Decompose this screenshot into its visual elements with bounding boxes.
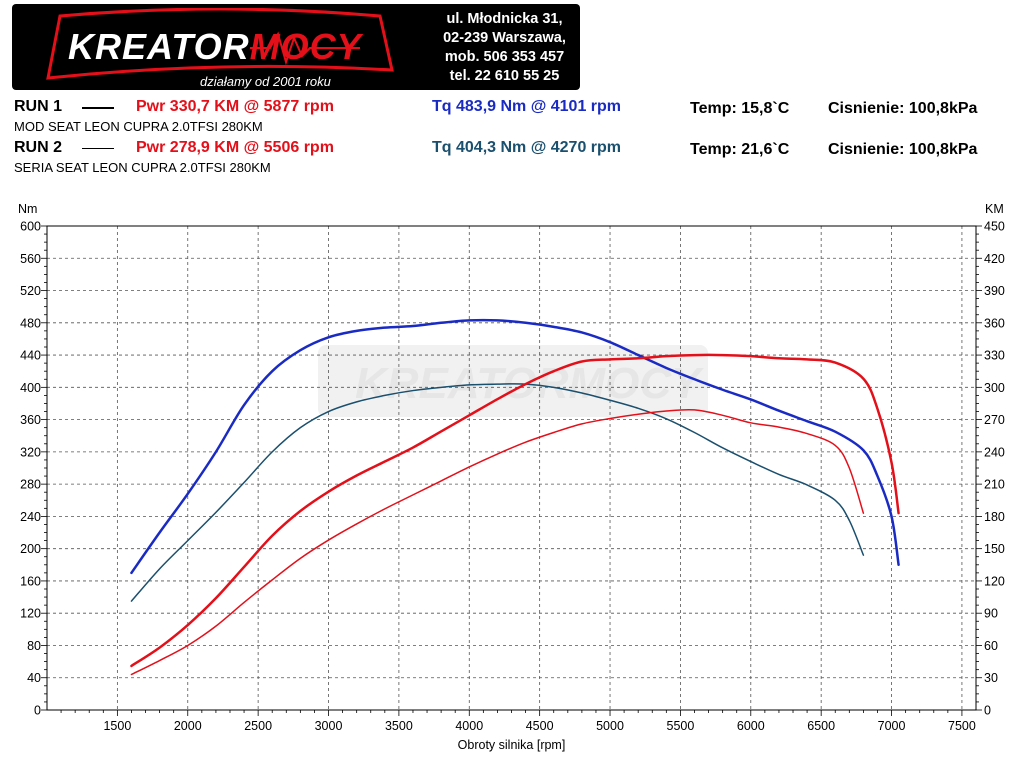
y-left-tick-label: 120 bbox=[20, 607, 41, 621]
y-left-tick-label: 320 bbox=[20, 445, 41, 459]
run1-torque: Tq 483,9 Nm @ 4101 rpm bbox=[432, 98, 622, 115]
contact-block: ul. Młodnicka 31, 02-239 Warszawa, mob. … bbox=[422, 10, 580, 86]
run1-pressure: Cisnienie: 100,8kPa bbox=[828, 100, 978, 117]
contact-line-4: tel. 22 610 55 25 bbox=[449, 68, 560, 84]
run2-pressure: Cisnienie: 100,8kPa bbox=[828, 141, 978, 158]
y-left-tick-label: 160 bbox=[20, 574, 41, 588]
run1-temp: Temp: 15,8`C bbox=[690, 100, 790, 117]
y-right-tick-label: 180 bbox=[984, 510, 1005, 524]
contact-line-3: mob. 506 353 457 bbox=[444, 49, 565, 65]
y-left-tick-label: 480 bbox=[20, 316, 41, 330]
x-tick-label: 6000 bbox=[737, 719, 765, 733]
y-left-tick-label: 560 bbox=[20, 252, 41, 266]
logo-tagline: działamy od 2001 roku bbox=[200, 74, 331, 89]
y-right-tick-label: 450 bbox=[984, 220, 1005, 234]
x-tick-label: 6500 bbox=[807, 719, 835, 733]
run2-legend-line bbox=[82, 148, 114, 149]
x-tick-label: 7000 bbox=[878, 719, 906, 733]
y-left-tick-label: 0 bbox=[34, 704, 41, 718]
watermark-box bbox=[318, 345, 708, 417]
run2-label: RUN 2 bbox=[14, 139, 63, 156]
y-right-tick-label: 330 bbox=[984, 349, 1005, 363]
series-line-1 bbox=[130, 318, 900, 575]
y-right-tick-label: 270 bbox=[984, 413, 1005, 427]
run1-label: RUN 1 bbox=[14, 98, 63, 115]
x-tick-label: 5000 bbox=[596, 719, 624, 733]
y-left-tick-label: 400 bbox=[20, 381, 41, 395]
series-line-3 bbox=[130, 353, 900, 668]
y-left-tick-label: 360 bbox=[20, 413, 41, 427]
y-left-tick-label: 80 bbox=[27, 639, 41, 653]
contact-line-2: 02-239 Warszawa, bbox=[443, 30, 566, 46]
logo-brand-b: MOCY bbox=[249, 26, 362, 67]
x-tick-label: 4000 bbox=[455, 719, 483, 733]
y-left-tick-label: 600 bbox=[20, 220, 41, 234]
run1-power: Pwr 330,7 KM @ 5877 rpm bbox=[136, 98, 334, 115]
header: KREATORMOCY działamy od 2001 roku ul. Mł… bbox=[0, 0, 1024, 180]
x-axis-label: Obroty silnika [rpm] bbox=[458, 738, 566, 752]
run2-power: Pwr 278,9 KM @ 5506 rpm bbox=[136, 139, 334, 156]
x-tick-label: 7500 bbox=[948, 719, 976, 733]
y-left-tick-label: 520 bbox=[20, 284, 41, 298]
y-right-tick-label: 150 bbox=[984, 542, 1005, 556]
y-right-tick-label: 210 bbox=[984, 478, 1005, 492]
x-tick-label: 1500 bbox=[103, 719, 131, 733]
series-line-4 bbox=[130, 408, 865, 676]
run1-legend-line bbox=[82, 107, 114, 109]
x-tick-label: 2000 bbox=[174, 719, 202, 733]
series-line-2 bbox=[130, 383, 865, 602]
logo-brand-a: KREATOR bbox=[68, 26, 250, 67]
y-left-tick-label: 280 bbox=[20, 478, 41, 492]
x-tick-label: 5500 bbox=[667, 719, 695, 733]
x-tick-label: 4500 bbox=[526, 719, 554, 733]
y-right-axis-label: KM bbox=[985, 202, 1004, 216]
y-right-tick-label: 420 bbox=[984, 252, 1005, 266]
y-right-tick-label: 30 bbox=[984, 671, 998, 685]
y-right-tick-label: 300 bbox=[984, 381, 1005, 395]
run2-torque: Tq 404,3 Nm @ 4270 rpm bbox=[432, 139, 622, 156]
run2-description: SERIA SEAT LEON CUPRA 2.0TFSI 280KM bbox=[14, 160, 271, 175]
run2-temp: Temp: 21,6`C bbox=[690, 141, 790, 158]
x-tick-label: 3000 bbox=[315, 719, 343, 733]
y-right-tick-label: 240 bbox=[984, 445, 1005, 459]
y-right-tick-label: 390 bbox=[984, 284, 1005, 298]
y-right-tick-label: 60 bbox=[984, 639, 998, 653]
y-left-tick-label: 440 bbox=[20, 349, 41, 363]
y-right-tick-label: 120 bbox=[984, 574, 1005, 588]
y-right-tick-label: 90 bbox=[984, 607, 998, 621]
y-left-tick-label: 40 bbox=[27, 671, 41, 685]
swoosh-icon bbox=[46, 8, 394, 80]
y-right-tick-label: 0 bbox=[984, 704, 991, 718]
y-left-axis-label: Nm bbox=[18, 202, 37, 216]
x-tick-label: 3500 bbox=[385, 719, 413, 733]
y-left-tick-label: 240 bbox=[20, 510, 41, 524]
logo-text: KREATORMOCY bbox=[68, 26, 362, 68]
y-right-tick-label: 360 bbox=[984, 316, 1005, 330]
contact-line-1: ul. Młodnicka 31, bbox=[446, 11, 563, 27]
logo: KREATORMOCY działamy od 2001 roku ul. Mł… bbox=[12, 4, 580, 90]
run1-description: MOD SEAT LEON CUPRA 2.0TFSI 280KM bbox=[14, 119, 263, 134]
y-left-tick-label: 200 bbox=[20, 542, 41, 556]
plot-frame bbox=[46, 225, 977, 711]
x-tick-label: 2500 bbox=[244, 719, 272, 733]
